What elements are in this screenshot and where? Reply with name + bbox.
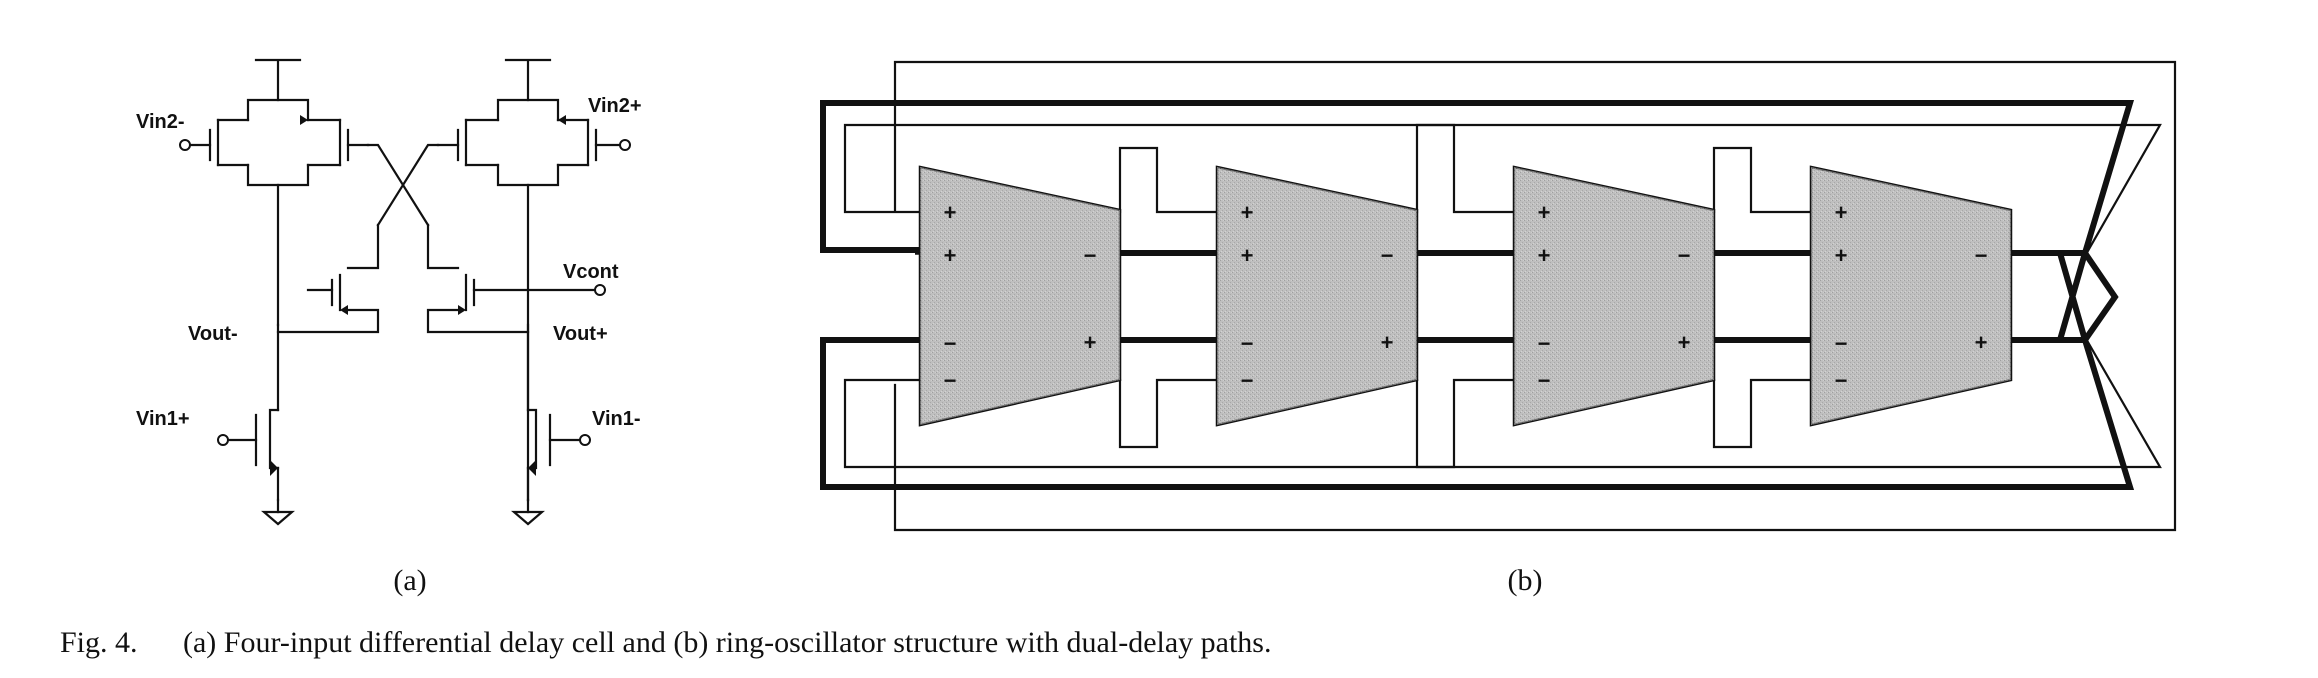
label-vout-minus: Vout- [188,323,238,345]
stage-sign: − [1241,368,1254,393]
stage-sign: − [1835,368,1848,393]
stage-sign: − [1538,331,1551,356]
skip-path-wire [1712,378,1813,449]
stage-sign: + [1381,330,1394,355]
stage-texture [1514,167,1714,425]
outer-feedback-paths [820,60,2177,532]
caption-text: (a) Four-input differential delay cell a… [183,626,1271,659]
schematic-terminals [179,139,631,446]
stage-sign: − [944,368,957,393]
stage-sign: + [1835,200,1848,225]
stage-sign: + [1975,330,1988,355]
stage-sign: − [944,331,957,356]
ring-oscillator: + + − − − + + + − − − + + + − − − + + + − − − + (b) [820,60,2177,597]
stage-sign: + [944,243,957,268]
stage-sign: − [1538,368,1551,393]
delay-stages: + + − − − + + + − − − + + + − − − + + + − − − + [918,165,2013,427]
skip-path-wire [1118,378,1219,449]
inter-stage-wiring [915,123,1813,469]
main-path-wire [1714,250,1811,343]
sublabel-a: (a) [393,564,426,597]
label-vin1-minus: Vin1- [592,408,641,430]
stage-sign: − [1835,331,1848,356]
stage-sign: − [1381,243,1394,268]
stage-texture [1811,167,2011,425]
stage-sign: − [1084,243,1097,268]
skip-path-wire [1415,378,1516,469]
stage-sign: + [1538,243,1551,268]
caption-prefix: Fig. 4. [60,626,138,659]
label-vin2-plus: Vin2+ [588,95,642,117]
stage-texture [1217,167,1417,425]
stage-sign: + [1835,243,1848,268]
stage-sign: − [1678,243,1691,268]
skip-path-wire [1712,146,1813,214]
stage-sign: + [944,200,957,225]
stage-texture [920,167,1120,425]
stage-sign: + [1678,330,1691,355]
stage-sign: + [1084,330,1097,355]
label-vin1-plus: Vin1+ [136,408,190,430]
label-vcont: Vcont [563,261,619,283]
main-path-wire [1120,250,1217,343]
delay-stage: + + − − − + [1215,165,1419,427]
stage-sign: + [1241,200,1254,225]
delay-stage: + + − − − + [1809,165,2013,427]
skip-path-wire [1118,146,1219,214]
stage-sign: + [1538,200,1551,225]
skip-path-wire [1415,123,1516,214]
schematic-wiring [188,58,622,526]
stage-sign: + [1241,243,1254,268]
figure-caption: Fig. 4. (a) Four-input differential dela… [60,626,1271,659]
main-path-wire [1417,250,1514,343]
delay-cell-schematic: Vin2- Vin2+ Vcont Vout- Vout+ Vin1+ Vin1… [136,58,642,597]
stage-sign: − [1975,243,1988,268]
sublabel-b: (b) [1508,564,1543,597]
label-vout-plus: Vout+ [553,323,608,345]
stage-sign: − [1241,331,1254,356]
delay-stage: + + − − − + [1512,165,1716,427]
label-vin2-minus: Vin2- [136,111,185,133]
delay-stage: + + − − − + [918,165,1122,427]
